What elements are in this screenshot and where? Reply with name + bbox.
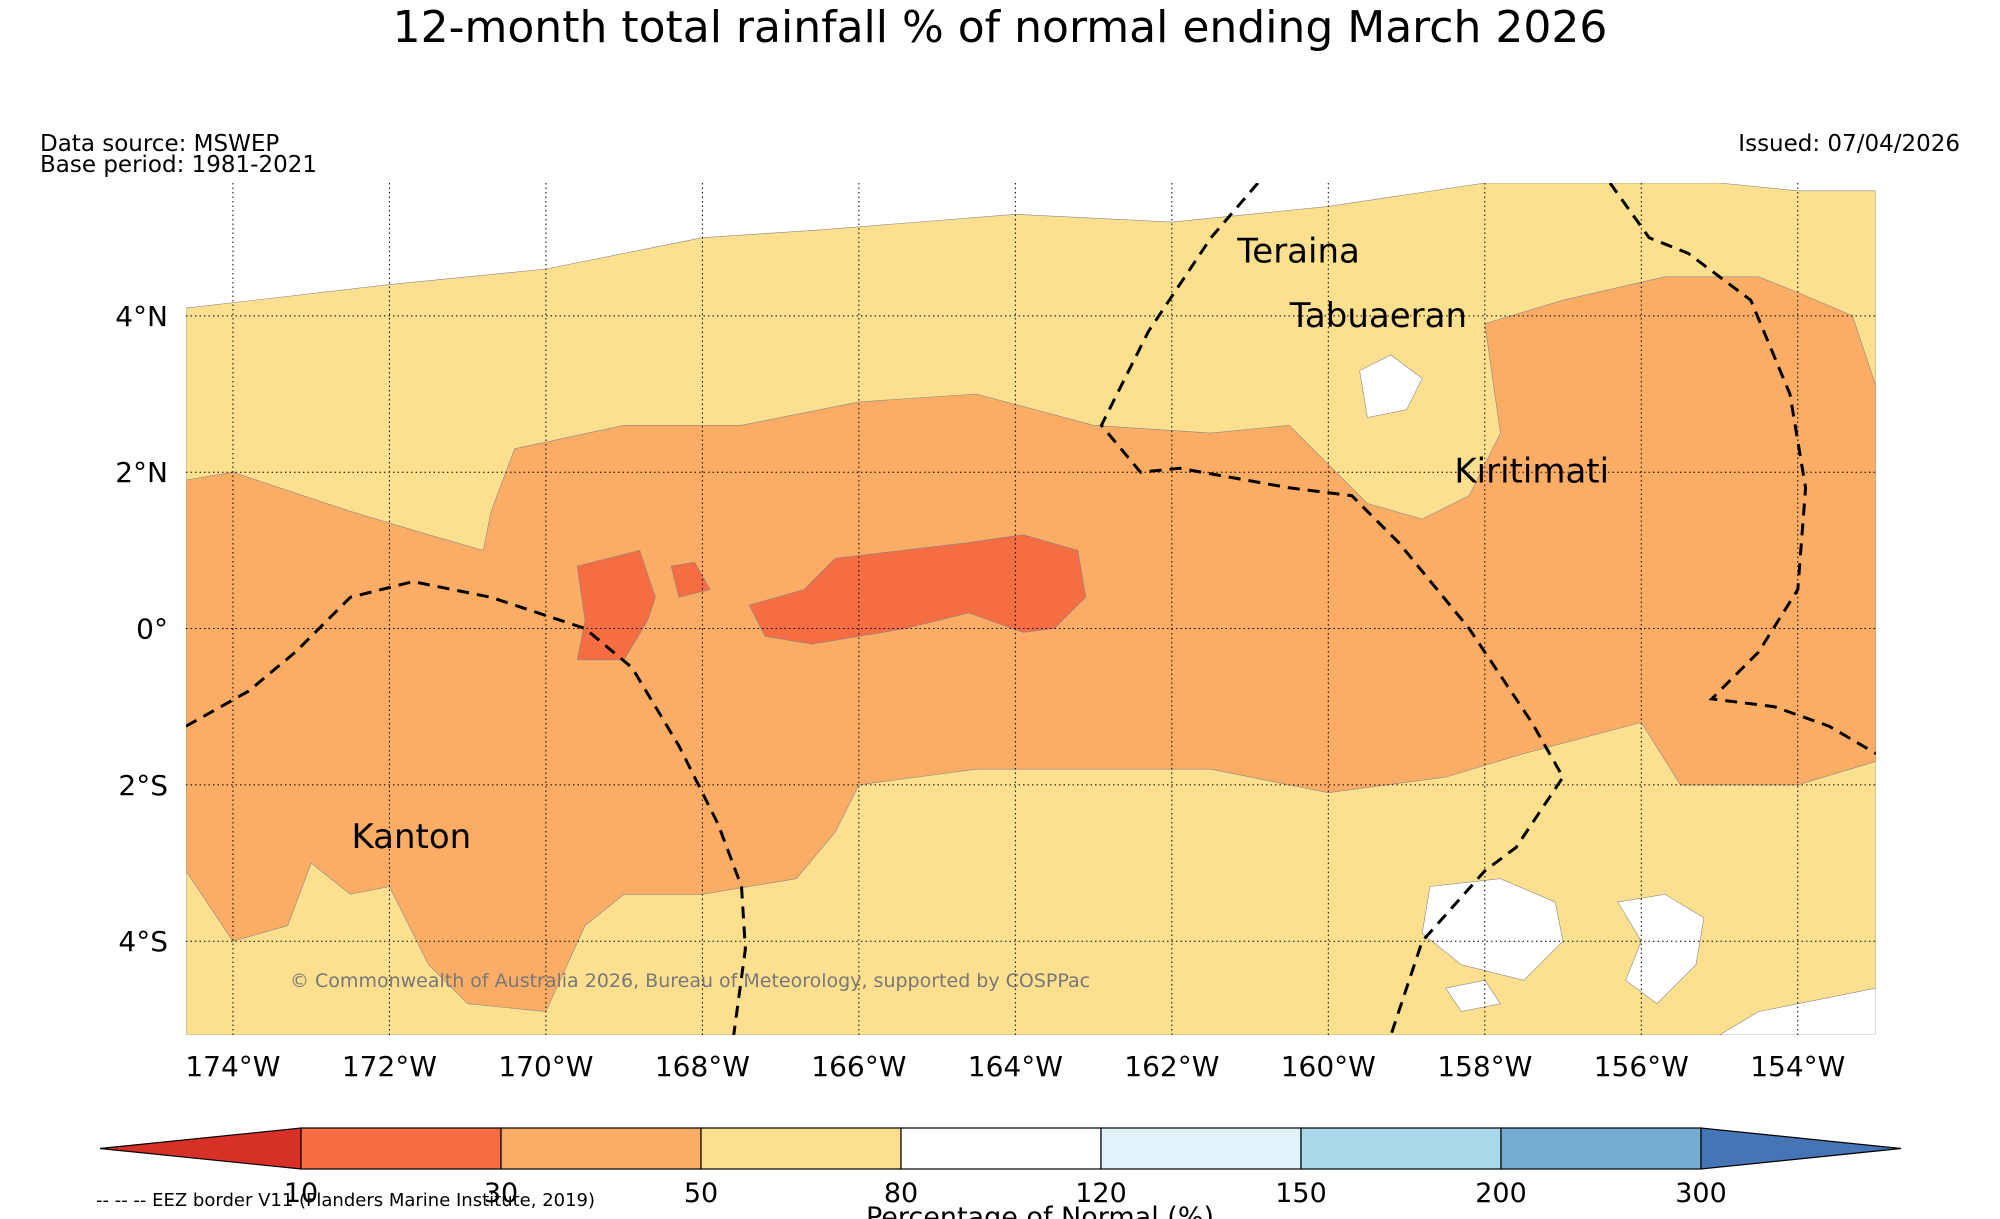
- x-tick-label: 164°W: [968, 1050, 1063, 1083]
- colorbar-tick-label: 50: [684, 1178, 718, 1209]
- issued-date-label: Issued: 07/04/2026: [1738, 131, 1960, 157]
- place-label-tabuaeran: Tabuaeran: [1289, 296, 1467, 336]
- region-80-120-7: [1617, 893, 1705, 1005]
- chart-title: 12-month total rainfall % of normal endi…: [392, 2, 1608, 53]
- y-tick-label: 4°S: [118, 925, 168, 958]
- region-30-50-1: [186, 276, 1876, 1012]
- colorbar-tick-label: 120: [1075, 1178, 1127, 1209]
- colorbar-overflow-triangle: [1700, 1127, 1902, 1170]
- place-label-kanton: Kanton: [351, 817, 471, 857]
- base-period-label: Base period: 1981-2021: [40, 152, 318, 178]
- colorbar-tick-label: 30: [484, 1178, 518, 1209]
- colorbar-tick-label: 150: [1275, 1178, 1327, 1209]
- x-tick-label: 172°W: [342, 1050, 437, 1083]
- colorbar-bin-150-200: [1300, 1127, 1502, 1170]
- x-tick-label: 160°W: [1281, 1050, 1376, 1083]
- eez-border-1: [1099, 183, 1565, 1035]
- x-tick-label: 158°W: [1437, 1050, 1532, 1083]
- colorbar-tick-label: 200: [1475, 1178, 1527, 1209]
- x-tick-label: 154°W: [1750, 1050, 1845, 1083]
- place-label-kiritimati: Kiritimati: [1454, 451, 1609, 491]
- place-label-teraina: Teraina: [1236, 232, 1360, 272]
- x-tick-label: 170°W: [498, 1050, 593, 1083]
- x-tick-label: 162°W: [1124, 1050, 1219, 1083]
- eez-border-0: [186, 580, 747, 1035]
- colorbar-tick-label: 10: [284, 1178, 318, 1209]
- eez-border-legend-note: -- -- -- EEZ border V11 (Flanders Marine…: [96, 1190, 596, 1211]
- y-tick-label: 0°: [136, 613, 168, 646]
- colorbar-underflow-triangle: [99, 1127, 302, 1170]
- copyright-notice: © Commonwealth of Australia 2026, Bureau…: [290, 970, 1090, 992]
- x-tick-label: 168°W: [655, 1050, 750, 1083]
- colorbar-bin-200-300: [1500, 1127, 1702, 1170]
- colorbar-bin-50-80: [700, 1127, 902, 1170]
- colorbar-tick-label: 300: [1675, 1178, 1727, 1209]
- region-80-120-5: [1359, 354, 1423, 418]
- colorbar-tick-label: 80: [884, 1178, 918, 1209]
- eez-border-2: [1608, 183, 1876, 755]
- y-tick-label: 4°N: [115, 300, 168, 333]
- region-10-30-3: [748, 534, 1087, 645]
- region-80-120-9: [1445, 979, 1501, 1012]
- x-tick-label: 166°W: [811, 1050, 906, 1083]
- x-tick-label: 156°W: [1594, 1050, 1689, 1083]
- colorbar-bin-120-150: [1100, 1127, 1302, 1170]
- region-10-30-4: [670, 561, 711, 598]
- y-tick-label: 2°N: [115, 456, 168, 489]
- region-80-120-6: [1421, 878, 1564, 981]
- colorbar-bin-10-30: [300, 1127, 502, 1170]
- y-tick-label: 2°S: [118, 769, 168, 802]
- data-source-label: Data source: MSWEP: [40, 131, 280, 157]
- colorbar-bin-80-120: [900, 1127, 1102, 1170]
- colorbar-label: Percentage of Normal (%): [866, 1202, 1214, 1219]
- colorbar-bin-30-50: [500, 1127, 702, 1170]
- x-tick-label: 174°W: [185, 1050, 280, 1083]
